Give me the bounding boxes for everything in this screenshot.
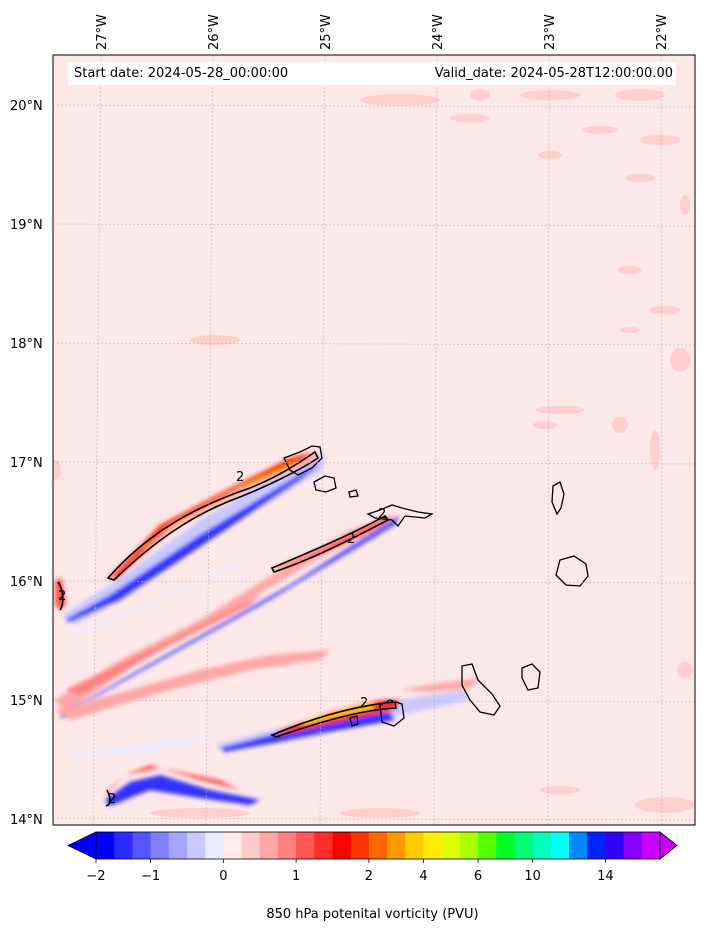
colorbar-segment [532,832,552,859]
island-sao-vicente [313,475,337,493]
colorbar-segment [459,832,479,859]
island-sao-nicolau [366,504,434,528]
colorbar-tick-label: 14 [597,869,614,884]
colorbar-segment [623,832,643,859]
colorbar-frame [95,831,661,860]
colorbar-segment [350,832,370,859]
colorbar-tick-label: 1 [292,869,300,884]
colorbar-segment [569,832,588,859]
lon-label: 25°W [319,14,334,50]
lat-label: 17°N [10,456,43,471]
colorbar-segment [441,832,461,859]
colorbar-segment [605,832,625,859]
colorbar-segment [550,832,570,859]
lon-label: 27°W [95,14,110,50]
colorbar-segment [387,832,406,859]
colorbar-tick-label: 4 [419,869,427,884]
colorbar-label: 850 hPa potenital vorticity (PVU) [266,907,479,922]
island-fogo [379,699,405,727]
island-brava [349,715,359,727]
colorbar-segment [186,832,206,859]
lat-label: 14°N [10,813,43,828]
colorbar-tick-label: 6 [474,869,482,884]
colorbar-segment [132,832,152,859]
islands [283,445,589,727]
colorbar-tick-label: 2 [365,869,373,884]
colorbar-segment [296,832,315,859]
island-santo-antao [283,445,323,476]
contour-label: 2 [58,589,66,604]
colorbar-segment [205,832,224,859]
colorbar-segment [478,832,497,859]
island-boa-vista [555,555,589,587]
colorbar-segment [368,832,388,859]
lat-label: 20°N [10,99,43,114]
colorbar: −2 −1 0 1 2 4 6 10 14 [67,831,678,884]
contour-label: 2 [378,507,386,522]
colorbar-segment [423,832,443,859]
colorbar-segment [223,832,243,859]
lat-label: 16°N [10,575,43,590]
longitude-labels: 27°W 26°W 25°W 24°W 23°W 22°W [95,14,670,50]
colorbar-segment [587,832,606,859]
latitude-labels: 20°N 19°N 18°N 17°N 16°N 15°N 14°N [10,99,43,828]
lat-label: 18°N [10,337,43,352]
lon-label: 24°W [431,14,446,50]
valid-date-label: Valid_date: 2024-05-28T12:00:00.00 [434,66,673,81]
lon-label: 23°W [543,14,558,50]
colorbar-segment [314,832,334,859]
colorbar-tick-label: 10 [524,869,541,884]
colorbar-segment [496,832,515,859]
colorbar-segment [114,832,133,859]
colorbar-segment [150,832,170,859]
map-frame [52,54,696,826]
lon-label: 26°W [207,14,222,50]
colorbar-segment [241,832,261,859]
colorbar-segment [514,832,534,859]
pv-noise-patches [53,89,695,818]
contour-label: 2 [347,532,355,547]
island-santiago [461,663,501,716]
gridlines [53,55,695,825]
colorbar-segment [641,832,661,859]
contour-label: 2 [108,792,116,807]
lon-label: 22°W [655,14,670,50]
colorbar-segment [259,832,279,859]
contour-label: 2 [360,696,368,711]
colorbar-segment [332,832,352,859]
colorbar-extend-max [659,831,678,860]
start-date-label: Start date: 2024-05-28_00:00:00 [74,66,289,81]
colorbar-segment [277,832,297,859]
island-maio [521,663,541,691]
contour-label: 2 [236,470,244,485]
colorbar-segment [96,832,115,859]
colorbar-segment [405,832,424,859]
info-box [68,62,676,85]
island-sal [551,481,565,516]
colorbar-tick-label: 0 [219,869,227,884]
lat-label: 15°N [10,694,43,709]
colorbar-segment [168,832,188,859]
map-background [53,55,695,825]
lat-label: 19°N [10,218,43,233]
colorbar-tick-label: −2 [86,869,105,884]
contour-labels: 2 2 2 2 2 2 [58,470,386,807]
colorbar-extend-min [67,831,97,860]
island-santa-luzia [348,489,359,498]
colorbar-tick-label: −1 [141,869,160,884]
